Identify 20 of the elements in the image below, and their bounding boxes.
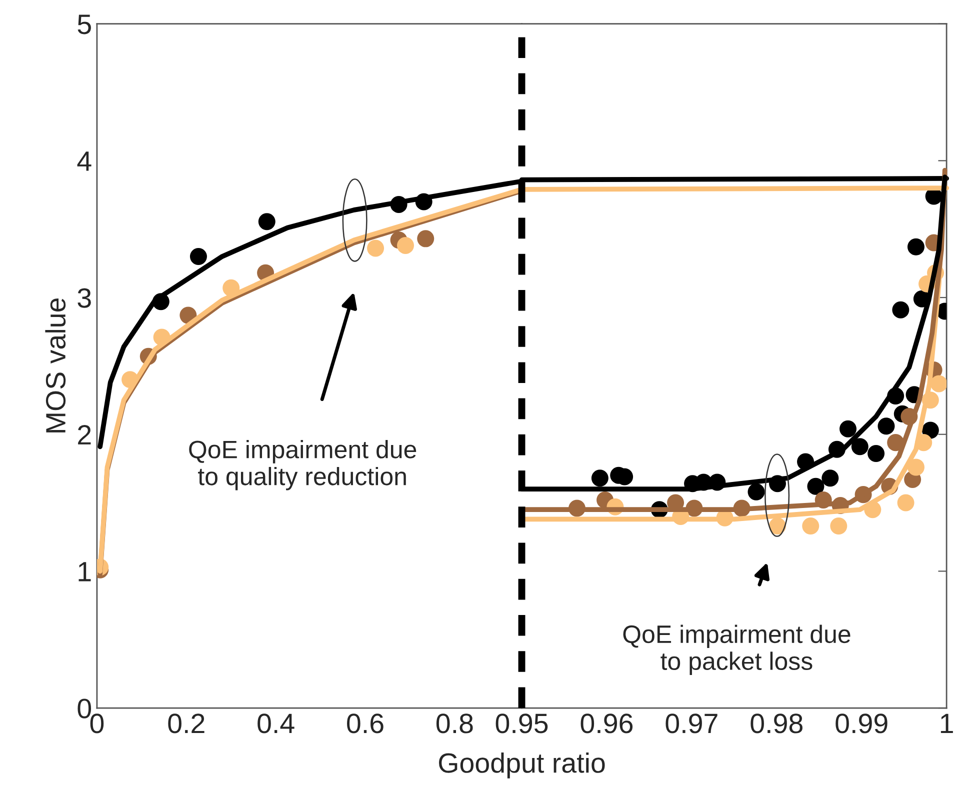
x-tick-label: 0.98 [750,714,802,734]
y-tick-label: 3 [78,288,91,308]
annotation: QoE impairment due to packet loss [623,624,850,675]
y-tick-label: 5 [78,14,91,34]
y-tick-label: 0 [78,698,92,718]
x-tick-label: 0.97 [666,714,718,734]
x-tick-label: 0.96 [580,714,633,734]
x-tick-label: 0.95 [496,714,548,734]
y-tick-label: 1 [78,562,91,582]
x-tick-label: 0.4 [258,714,294,734]
x-tick-label: 0.8 [436,714,473,734]
y-axis-title: MOS value [45,298,66,432]
x-tick-label: 1 [940,714,953,734]
y-tick-label: 2 [78,425,91,444]
annotation: QoE impairment due to quality reduction [189,440,416,490]
y-tick-label: 4 [77,152,92,171]
x-axis-title: Goodput ratio [439,752,605,778]
x-tick-label: 0.99 [836,714,888,734]
x-tick-label: 0.2 [168,714,204,734]
x-tick-label: 0.6 [347,714,384,734]
